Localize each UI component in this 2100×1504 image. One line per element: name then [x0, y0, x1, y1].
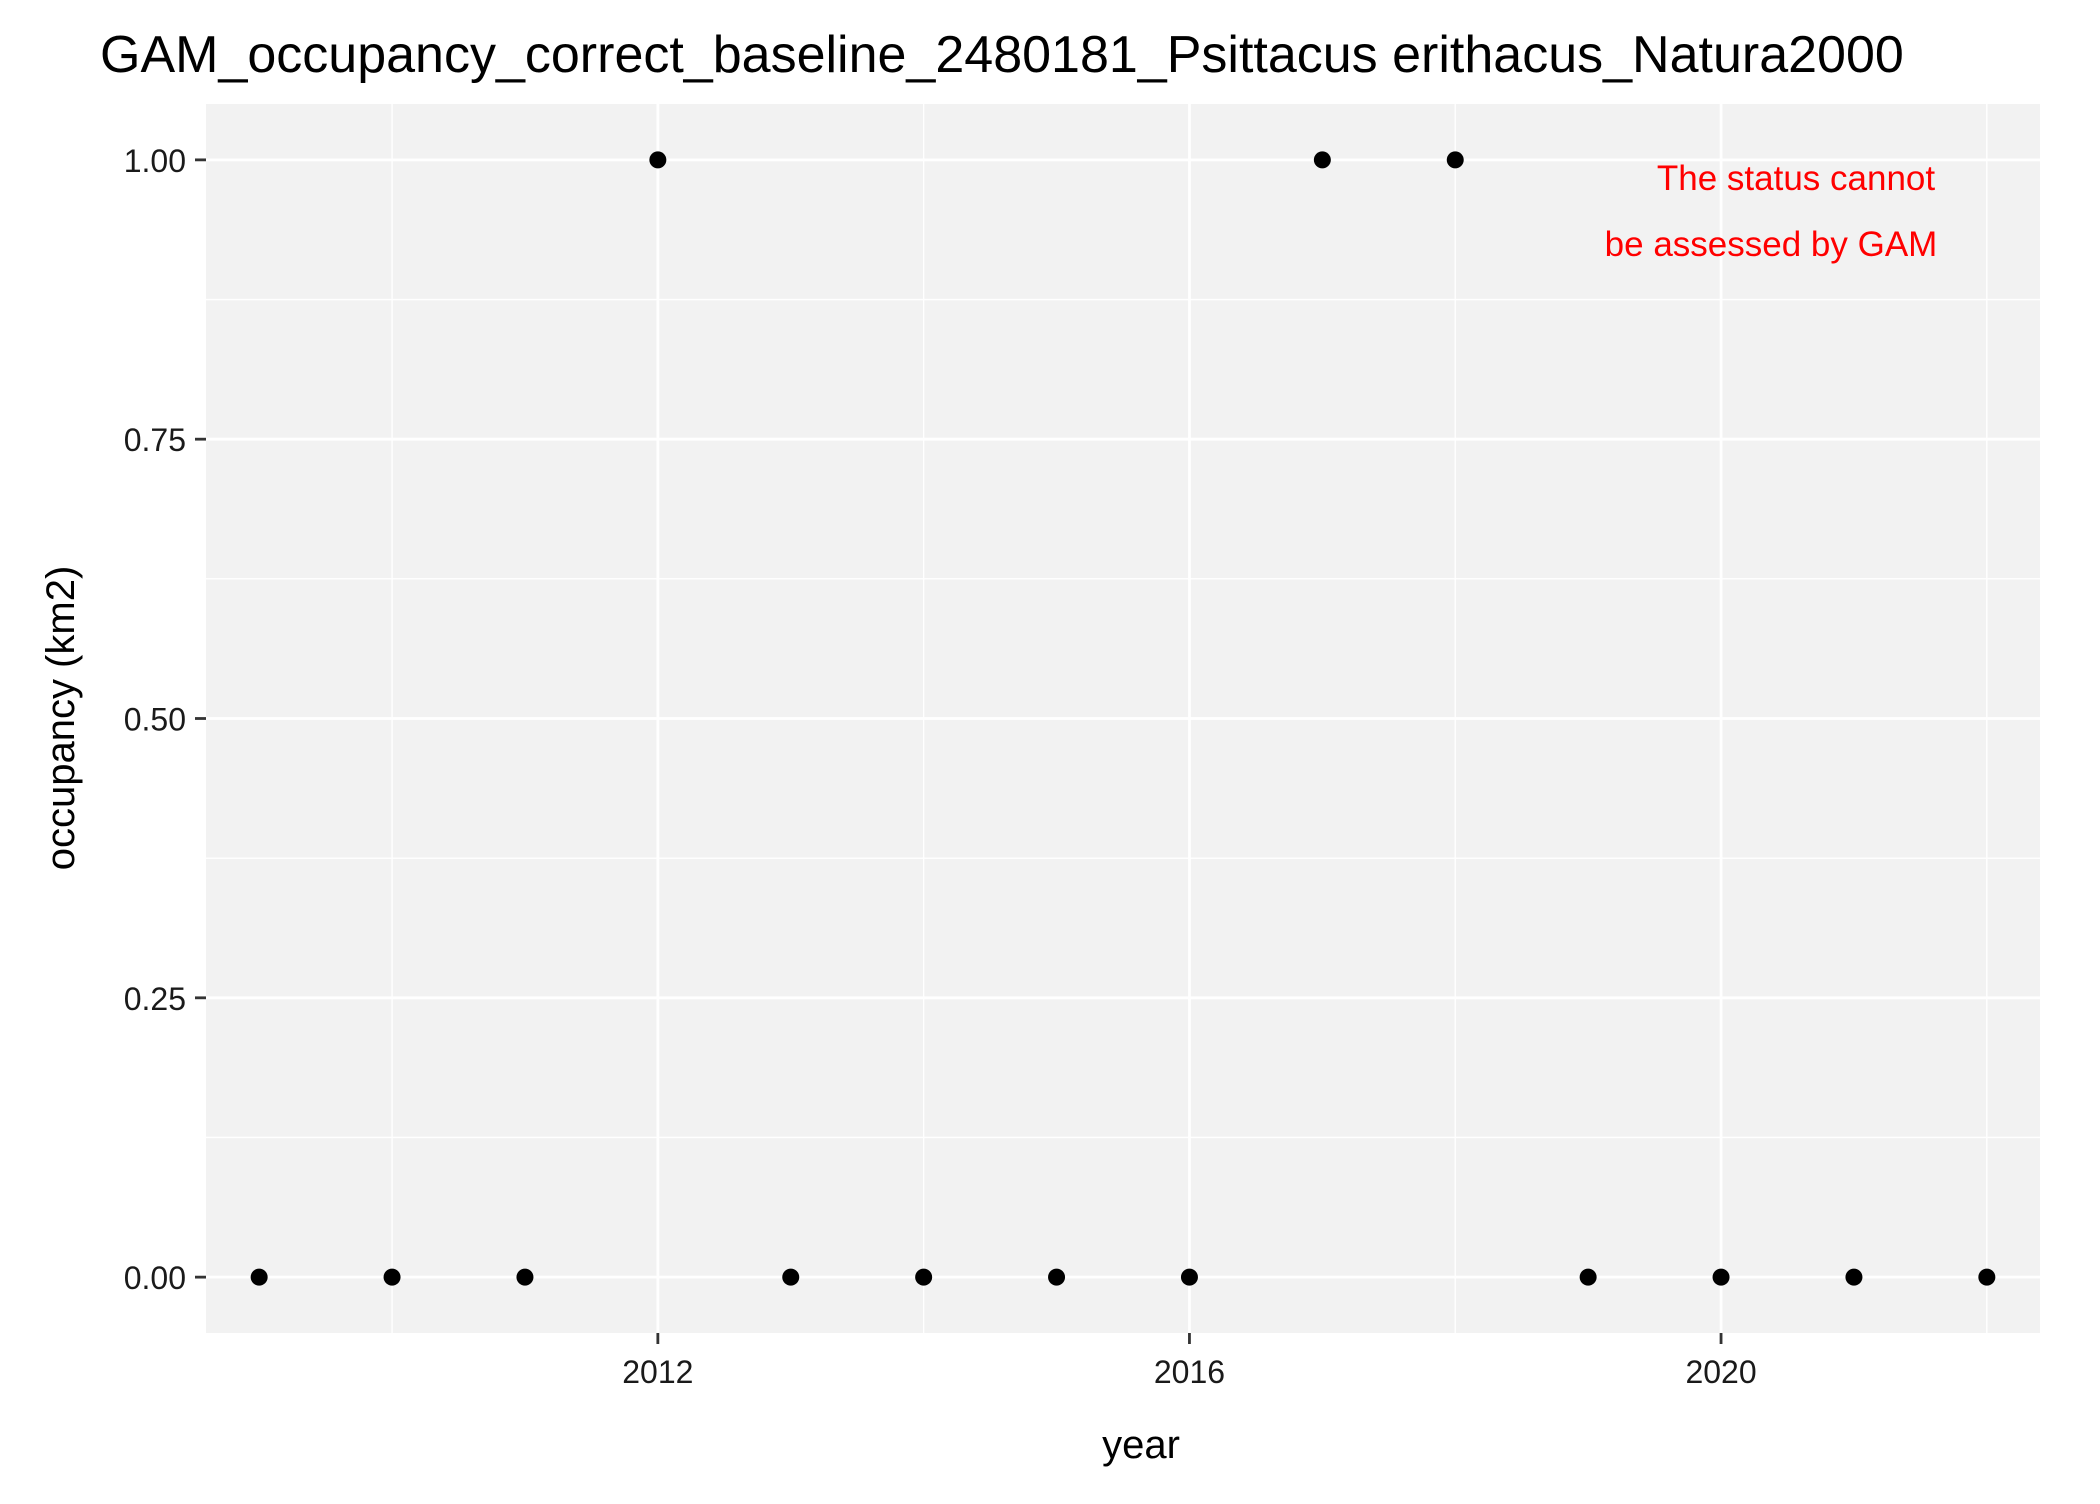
data-point	[1845, 1268, 1863, 1286]
y-tick-label: 0.00	[124, 1260, 186, 1296]
x-tick-label: 2016	[1154, 1354, 1225, 1390]
data-point	[649, 151, 667, 169]
data-point	[915, 1268, 933, 1286]
y-tick-label: 0.50	[124, 702, 186, 738]
data-points	[250, 151, 1996, 1286]
data-point	[1313, 151, 1331, 169]
data-point	[1048, 1268, 1066, 1286]
x-tick-label: 2012	[622, 1354, 693, 1390]
data-point	[1446, 151, 1464, 169]
axis-ticks	[195, 158, 1723, 1344]
annotation-line-1: The status cannot	[1657, 159, 1935, 198]
data-point	[250, 1268, 268, 1286]
y-tick-label: 0.25	[124, 981, 186, 1017]
data-point	[1180, 1268, 1198, 1286]
y-tick-label: 1.00	[124, 143, 186, 179]
data-point	[1978, 1268, 1996, 1286]
data-point	[1579, 1268, 1597, 1286]
y-axis-label: occupancy (km2)	[39, 566, 83, 871]
y-tick-label: 0.75	[124, 422, 186, 458]
data-point	[383, 1268, 401, 1286]
tick-labels: 0.00 0.25 0.50 0.75 1.00 2012 2016 2020	[124, 143, 1757, 1390]
x-tick-label: 2020	[1685, 1354, 1756, 1390]
x-axis-label: year	[1102, 1423, 1180, 1467]
chart-title: GAM_occupancy_correct_baseline_2480181_P…	[100, 26, 1904, 84]
major-gridlines	[206, 104, 2040, 1333]
data-point	[782, 1268, 800, 1286]
data-point	[1712, 1268, 1730, 1286]
annotation-line-2: be assessed by GAM	[1605, 225, 1938, 264]
data-point	[516, 1268, 534, 1286]
